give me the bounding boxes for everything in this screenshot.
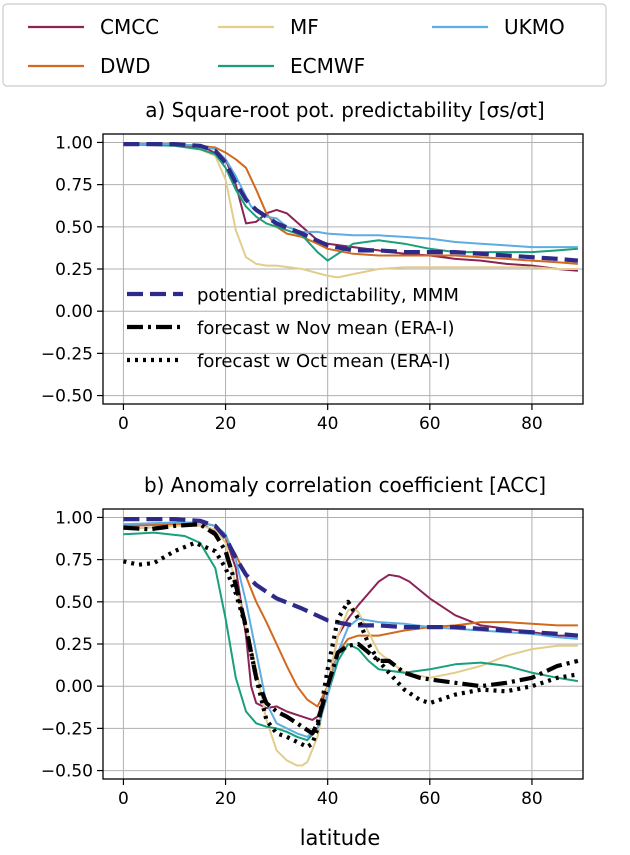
- panel-a-ytick-label: 0.25: [55, 260, 93, 280]
- panel-a-series-ecmwf: [123, 143, 578, 262]
- panel-a: a) Square-root pot. predictability [σs/σ…: [41, 98, 584, 434]
- top-legend-label: DWD: [100, 54, 151, 78]
- legend-a-label: forecast w Nov mean (ERA-I): [197, 318, 455, 339]
- panel-a-title: a) Square-root pot. predictability [σs/σ…: [145, 98, 544, 122]
- panel-b-ytick-label: 0.50: [55, 593, 93, 613]
- panel-a-legend: potential predictability, MMM forecast w …: [127, 285, 459, 372]
- panel-a-xtick-label: 40: [317, 414, 339, 434]
- panel-b: b) Anomaly correlation coefficient [ACC]…: [41, 473, 584, 850]
- panel-b-series-potential-predictability-mmm: [123, 516, 579, 638]
- panel-b-ytick-label: 1.00: [55, 508, 93, 528]
- top-legend-label: CMCC: [100, 15, 159, 39]
- panel-a-ytick-label: 0.75: [55, 176, 93, 196]
- x-axis-label: latitude: [300, 826, 381, 850]
- panel-b-xtick-label: 80: [521, 789, 543, 809]
- panel-b-ytick-label: −0.50: [41, 762, 93, 782]
- panel-a-xtick-label: 60: [419, 414, 441, 434]
- top-legend-label: ECMWF: [290, 54, 365, 78]
- panel-b-ytick-label: 0.75: [55, 551, 93, 571]
- top-legend-label: MF: [290, 15, 319, 39]
- panel-a-xtick-label: 0: [118, 414, 129, 434]
- panel-a-ytick-label: 0.00: [55, 302, 93, 322]
- panel-a-series-potential-predictability-mmm: [123, 142, 579, 263]
- panel-b-series-ecmwf: [123, 531, 579, 742]
- panel-b-xtick-label: 60: [419, 789, 441, 809]
- panel-b-ytick-label: 0.25: [55, 635, 93, 655]
- panel-a-ytick-label: −0.50: [41, 387, 93, 407]
- panel-b-series-forecast-w-oct-mean-era-i: [122, 540, 579, 750]
- panel-a-series-mf: [123, 143, 578, 279]
- panel-b-series-ukmo: [123, 521, 578, 738]
- panel-b-xtick-label: 20: [215, 789, 237, 809]
- panel-a-ytick-label: 1.00: [55, 133, 93, 153]
- panel-a-xtick-label: 80: [521, 414, 543, 434]
- panel-a-ytick-label: 0.50: [55, 218, 93, 238]
- panel-b-series-forecast-w-nov-mean-era-i: [123, 522, 579, 736]
- panel-b-xtick-label: 40: [317, 789, 339, 809]
- panel-a-series-dwd: [123, 143, 578, 265]
- panel-a-xtick-label: 20: [215, 414, 237, 434]
- legend-a-label: potential predictability, MMM: [197, 285, 459, 306]
- panel-b-xtick-label: 0: [118, 789, 129, 809]
- legend-a-label: forecast w Oct mean (ERA-I): [197, 351, 451, 372]
- panel-b-ytick-label: 0.00: [55, 677, 93, 697]
- top-legend-label: UKMO: [504, 15, 565, 39]
- top-legend: CMCC DWD MF ECMWF UKMO: [2, 3, 607, 87]
- panel-b-title: b) Anomaly correlation coefficient [ACC]: [144, 473, 546, 497]
- panel-a-ytick-label: −0.25: [41, 344, 93, 364]
- top-legend-frame: [2, 3, 607, 87]
- panel-a-series-ukmo: [123, 143, 578, 249]
- panel-b-ytick-label: −0.25: [41, 719, 93, 739]
